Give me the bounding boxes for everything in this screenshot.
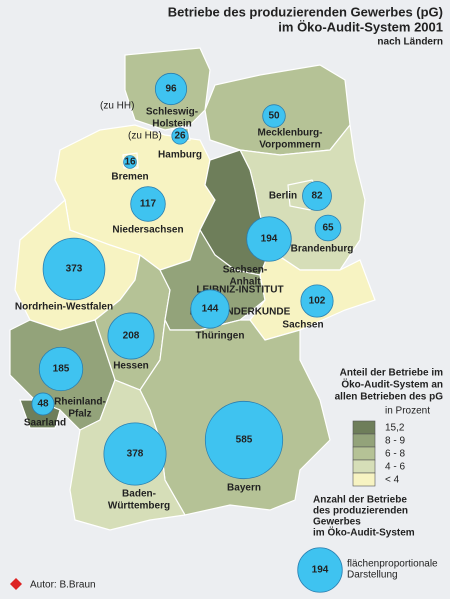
state-label: Brandenburg — [291, 244, 354, 255]
value-circle — [107, 312, 155, 360]
state-label: Pfalz — [68, 409, 91, 420]
legend-title: Gewerbes — [313, 517, 361, 528]
subtitle: nach Ländern — [377, 37, 443, 48]
value-circle — [204, 400, 284, 480]
state-label: Rheinland- — [54, 397, 106, 408]
state-label: Württemberg — [108, 501, 170, 512]
value-label: 208 — [123, 331, 140, 342]
legend-title: des produzierenden — [313, 506, 408, 517]
state-label: Vorpommern — [259, 140, 321, 151]
state-label: Sachsen- — [223, 265, 267, 276]
state-label: Anhalt — [229, 277, 261, 288]
note: (zu HH) — [100, 101, 134, 112]
value-label: 144 — [202, 304, 219, 315]
value-label: 194 — [261, 234, 278, 245]
legend-unit: in Prozent — [385, 406, 430, 417]
value-circle — [42, 237, 106, 301]
value-circle — [103, 422, 167, 486]
value-label: 378 — [127, 449, 144, 460]
author-icon — [10, 578, 22, 590]
legend-note: flächenproportionale — [347, 559, 438, 570]
value-label: 16 — [124, 157, 136, 168]
value-label: 585 — [236, 435, 253, 446]
legend-class: < 4 — [385, 475, 400, 486]
value-circle — [31, 392, 55, 416]
title-line: Betriebe des produzierenden Gewerbes (pG… — [168, 4, 443, 19]
value-circle — [262, 104, 286, 128]
legend-note: Darstellung — [347, 570, 398, 581]
value-label: 102 — [309, 296, 326, 307]
legend-circle — [297, 547, 343, 593]
state-label: Bremen — [111, 172, 148, 183]
state-label: Bayern — [227, 483, 261, 494]
legend-swatch — [352, 459, 376, 474]
value-circle — [300, 284, 334, 318]
title-line: im Öko-Audit-System 2001 — [278, 19, 443, 34]
value-label: 373 — [66, 264, 83, 275]
value-circle — [130, 186, 166, 222]
state-label: Mecklenburg- — [257, 128, 322, 139]
legend-class: 8 - 9 — [385, 436, 405, 447]
legend-swatch — [352, 420, 376, 435]
value-label: 50 — [268, 111, 280, 122]
author: Autor: B.Braun — [30, 580, 96, 591]
legend-title: im Öko-Audit-System — [313, 526, 415, 539]
legend-swatch — [352, 446, 376, 461]
value-circle — [38, 346, 84, 392]
value-label: 117 — [140, 199, 157, 210]
state-label: Nordrhein-Westfalen — [15, 302, 113, 313]
legend-class: 6 - 8 — [385, 449, 405, 460]
value-circle — [190, 289, 230, 329]
state-label: Sachsen — [282, 320, 323, 331]
note: (zu HB) — [128, 131, 162, 142]
value-label: 26 — [174, 131, 186, 142]
value-label: 96 — [165, 84, 177, 95]
legend-swatch — [352, 433, 376, 448]
state-label: Hessen — [113, 361, 149, 372]
state-label: Thüringen — [196, 331, 245, 342]
state-label: Niedersachsen — [112, 225, 183, 236]
value-label: 65 — [322, 223, 334, 234]
state-label: Holstein — [152, 119, 191, 130]
legend-title: Anteil der Betriebe im — [340, 368, 443, 379]
state-label: Berlin — [269, 191, 297, 202]
value-label: 82 — [311, 191, 323, 202]
value-circle — [154, 72, 188, 106]
watermark: LEIBNIZ-INSTITUT — [196, 285, 283, 296]
legend-title: allen Betrieben des pG — [335, 392, 444, 403]
legend-title: Öko-Audit-System an — [341, 378, 443, 391]
legend-class: 15,2 — [385, 423, 405, 434]
legend-class: 4 - 6 — [385, 462, 405, 473]
value-circle — [246, 216, 292, 262]
value-circle — [123, 155, 137, 169]
legend-title: Anzahl der Betriebe — [313, 495, 407, 506]
value-circle — [171, 127, 189, 145]
value-circle — [314, 214, 342, 242]
value-label: 185 — [53, 364, 70, 375]
state-label: Schleswig- — [146, 107, 198, 118]
value-label: 48 — [37, 399, 49, 410]
state-label: Baden- — [122, 489, 156, 500]
value-circle — [302, 181, 332, 211]
legend-swatch — [352, 472, 376, 487]
legend-circle-label: 194 — [312, 565, 329, 576]
state-label: Hamburg — [158, 150, 202, 161]
state-label: Saarland — [24, 418, 66, 429]
